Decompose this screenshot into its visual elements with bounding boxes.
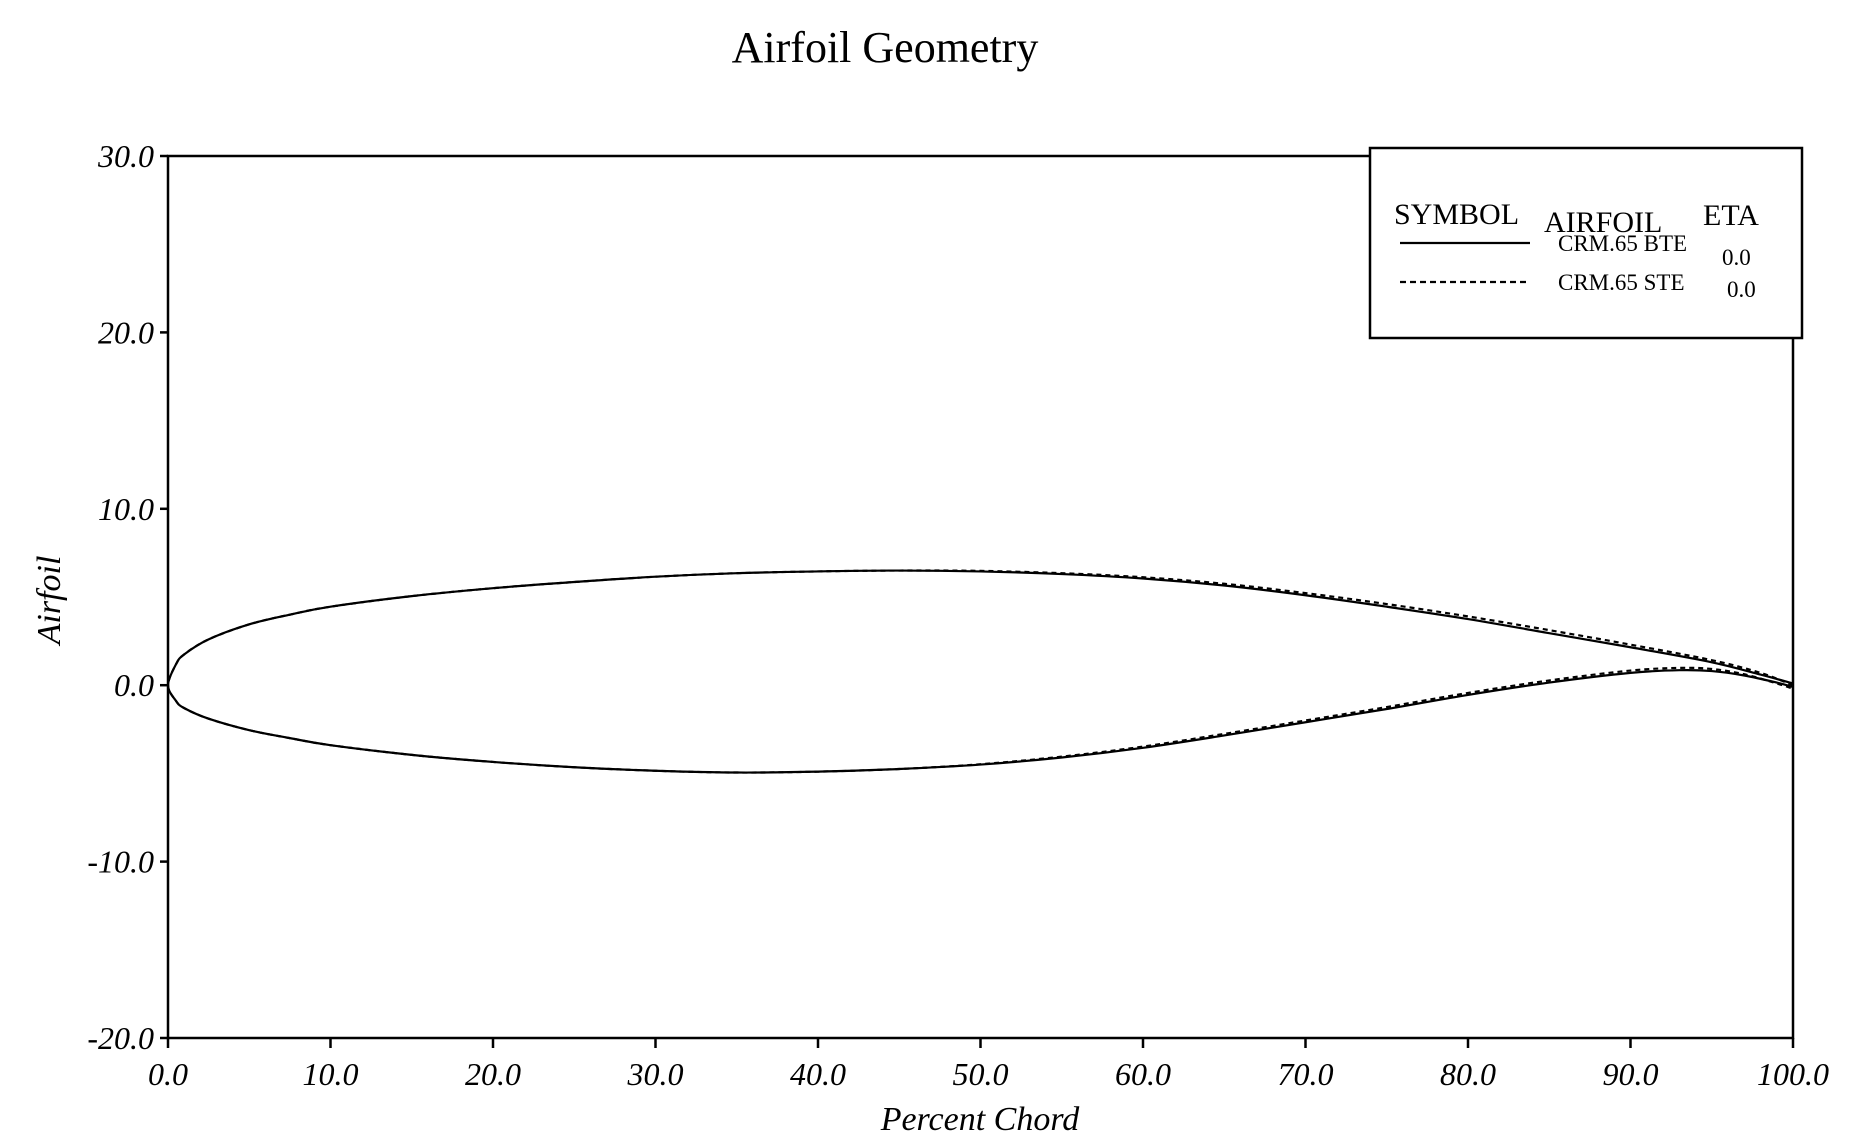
- legend: SYMBOL AIRFOIL ETA CRM.65 BTE 0.0 CRM.65…: [1368, 146, 1804, 340]
- x-tick-label: 70.0: [1278, 1056, 1334, 1092]
- series-line-crm-65-ste: [166, 569, 1794, 774]
- y-tick-label: -20.0: [87, 1020, 154, 1056]
- x-tick-label: 90.0: [1603, 1056, 1659, 1092]
- x-axis-label: Percent Chord: [880, 1101, 1081, 1138]
- legend-header-airfoil: AIRFOIL: [1544, 206, 1662, 239]
- chart-title: Airfoil Geometry: [732, 23, 1039, 72]
- y-tick-label: -10.0: [87, 844, 154, 880]
- x-tick-label: 30.0: [627, 1056, 684, 1092]
- x-tick-label: 20.0: [465, 1056, 521, 1092]
- x-tick-label: 10.0: [303, 1056, 359, 1092]
- legend-header-eta: ETA: [1703, 199, 1759, 232]
- legend-eta-ste: 0.0: [1727, 277, 1756, 302]
- y-axis-label: Airfoil: [31, 556, 68, 647]
- x-tick-label: 100.0: [1757, 1056, 1829, 1092]
- x-tick-label: 60.0: [1115, 1056, 1171, 1092]
- y-tick-label: 30.0: [97, 138, 154, 174]
- series-layer: [166, 569, 1794, 774]
- x-tick-label: 40.0: [790, 1056, 846, 1092]
- series-line-crm-65-bte: [166, 569, 1794, 774]
- y-tick-label: 20.0: [98, 314, 154, 350]
- legend-eta-bte: 0.0: [1722, 245, 1751, 270]
- legend-label-ste: CRM.65 STE: [1558, 270, 1685, 295]
- x-tick-label: 0.0: [148, 1056, 188, 1092]
- y-tick-label: 10.0: [98, 491, 154, 527]
- y-tick-label: 0.0: [114, 667, 154, 703]
- x-tick-label: 80.0: [1440, 1056, 1496, 1092]
- x-tick-label: 50.0: [953, 1056, 1009, 1092]
- legend-header-symbol: SYMBOL: [1394, 198, 1519, 231]
- x-axis: 0.0 10.0 20.0 30.0 40.0 50.0 60.0 70.0 80.0 90.0 1…: [148, 1038, 1829, 1092]
- y-axis: -20.0 -10.0 0.0 10.0 20.0 30.0: [87, 138, 168, 1056]
- legend-label-bte: CRM.65 BTE: [1558, 231, 1687, 256]
